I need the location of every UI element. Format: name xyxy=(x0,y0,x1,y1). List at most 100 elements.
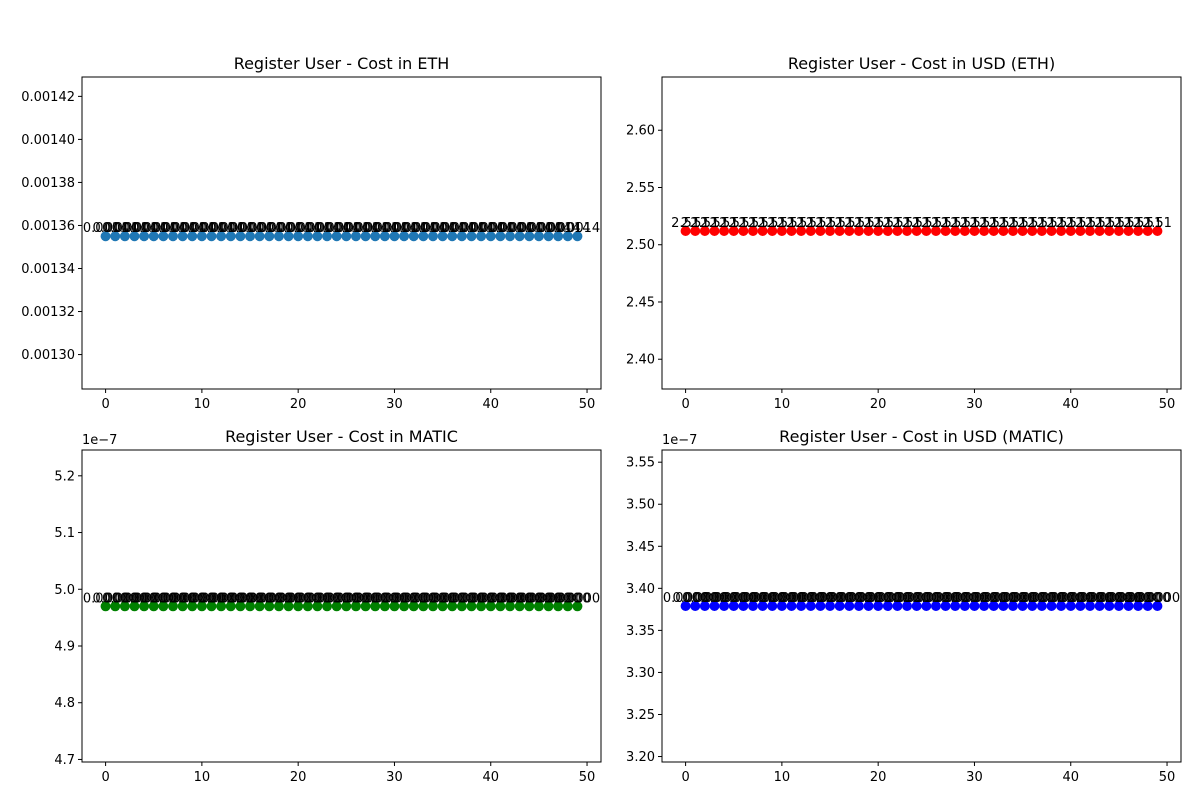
data-point xyxy=(283,601,294,612)
y-tick-label: 3.55 xyxy=(626,456,655,471)
data-point xyxy=(979,225,990,236)
data-label: 0.0000 xyxy=(1125,591,1171,606)
data-point xyxy=(1036,225,1047,236)
data-label: 0.0014 xyxy=(92,221,138,236)
x-tick-label: 10 xyxy=(774,397,791,412)
data-label: 2.51 xyxy=(681,216,710,231)
data-point xyxy=(767,225,778,236)
data-label: 2.51 xyxy=(767,216,796,231)
data-label: 0.0000 xyxy=(295,591,341,606)
data-label: 0.0014 xyxy=(218,221,264,236)
data-point xyxy=(690,225,701,236)
data-point xyxy=(389,601,400,612)
y-tick-label: 3.25 xyxy=(626,708,655,723)
data-label: 0.0000 xyxy=(439,591,485,606)
data-point xyxy=(1113,225,1124,236)
x-tick-label: 20 xyxy=(290,397,307,412)
data-label: 0.0000 xyxy=(449,591,495,606)
data-label: 0.0014 xyxy=(102,221,148,236)
data-label: 0.0000 xyxy=(121,591,167,606)
data-label: 0.0000 xyxy=(555,591,601,606)
data-point xyxy=(514,601,525,612)
data-point xyxy=(1133,225,1144,236)
data-label: 0.0000 xyxy=(904,591,950,606)
data-point xyxy=(216,231,227,242)
data-label: 0.0014 xyxy=(295,221,341,236)
data-point xyxy=(264,231,275,242)
x-tick-label: 0 xyxy=(101,397,109,412)
data-label: 0.0000 xyxy=(682,591,728,606)
data-point xyxy=(738,225,749,236)
x-tick-label: 10 xyxy=(774,770,791,785)
data-point xyxy=(805,601,816,611)
data-point xyxy=(988,225,999,236)
data-label: 0.0014 xyxy=(83,221,129,236)
data-label: 2.51 xyxy=(1076,216,1105,231)
x-tick-label: 0 xyxy=(681,397,689,412)
data-point xyxy=(1123,601,1134,611)
y-tick-label: 0.00138 xyxy=(21,176,75,191)
x-tick-label: 50 xyxy=(1159,397,1176,412)
data-point xyxy=(786,601,797,611)
x-tick-label: 30 xyxy=(386,397,403,412)
data-point xyxy=(1152,225,1163,236)
data-point xyxy=(1017,601,1028,611)
data-label: 0.0000 xyxy=(827,591,873,606)
data-label: 2.51 xyxy=(893,216,922,231)
data-point xyxy=(379,231,390,242)
data-label: 2.51 xyxy=(844,216,873,231)
data-label: 0.0000 xyxy=(1106,591,1152,606)
data-label: 0.0000 xyxy=(971,591,1017,606)
data-label: 0.0000 xyxy=(516,591,562,606)
y-tick-label: 3.35 xyxy=(626,624,655,639)
data-label: 2.51 xyxy=(787,216,816,231)
data-point xyxy=(533,231,544,242)
data-point xyxy=(1056,601,1067,611)
data-label: 0.0000 xyxy=(275,591,321,606)
data-point xyxy=(437,601,448,612)
data-label: 0.0000 xyxy=(487,591,533,606)
data-point xyxy=(505,601,516,612)
data-point xyxy=(312,601,323,612)
data-label: 2.51 xyxy=(816,216,845,231)
data-point xyxy=(245,231,256,242)
data-point xyxy=(1123,225,1134,236)
data-point xyxy=(187,601,198,612)
data-label: 0.0000 xyxy=(750,591,796,606)
data-point xyxy=(959,601,970,611)
data-label: 0.0000 xyxy=(855,591,901,606)
x-tick-label: 50 xyxy=(579,397,596,412)
subplot-2: Register User - Cost in USD (ETH) 0 10 20 30… xyxy=(626,54,1182,412)
data-label: 0.0000 xyxy=(701,591,747,606)
data-point xyxy=(466,231,477,242)
data-point xyxy=(747,601,758,611)
data-point xyxy=(177,601,188,612)
data-label: 0.0000 xyxy=(1077,591,1123,606)
data-label: 0.0014 xyxy=(555,221,601,236)
data-point xyxy=(1094,601,1105,611)
data-label: 0.0014 xyxy=(247,221,293,236)
x-tick-label: 10 xyxy=(194,397,211,412)
data-label: 0.0014 xyxy=(141,221,187,236)
y-offset-label: 1e−7 xyxy=(662,433,697,448)
data-point xyxy=(379,601,390,612)
data-point xyxy=(680,601,691,611)
data-label: 0.0014 xyxy=(160,221,206,236)
data-label: 0.0000 xyxy=(769,591,815,606)
data-label: 0.0000 xyxy=(218,591,264,606)
data-point xyxy=(543,601,554,612)
data-label: 2.51 xyxy=(979,216,1008,231)
data-label: 0.0014 xyxy=(478,221,524,236)
data-point xyxy=(273,601,284,612)
data-point xyxy=(709,225,720,236)
data-point xyxy=(1036,601,1047,611)
axes-frame xyxy=(81,76,602,390)
data-label: 0.0000 xyxy=(458,591,504,606)
data-point xyxy=(1113,601,1124,611)
data-label: 0.0000 xyxy=(179,591,225,606)
subplot-3: Register User - Cost in MATIC 1e−7 0 10 20 30… xyxy=(54,427,602,785)
data-point xyxy=(699,601,710,611)
data-label: 0.0000 xyxy=(759,591,805,606)
data-label: 2.51 xyxy=(825,216,854,231)
data-label: 0.0014 xyxy=(516,221,562,236)
